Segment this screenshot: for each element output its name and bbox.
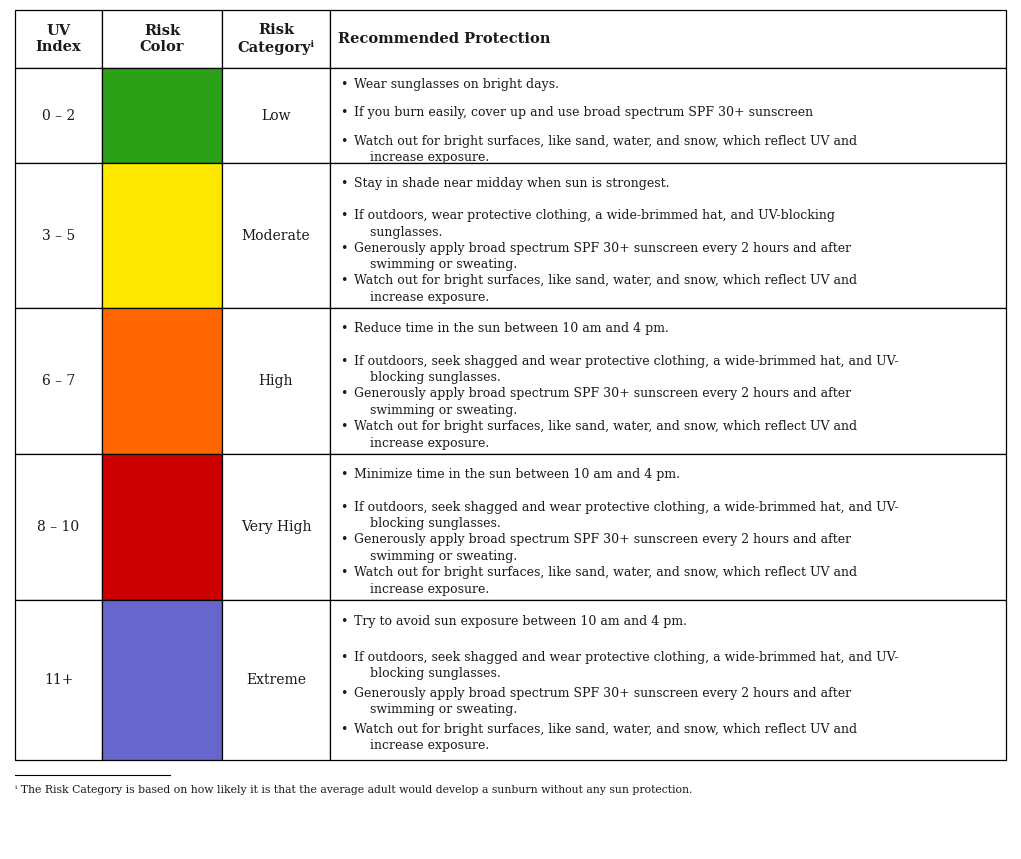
Text: •: • (340, 501, 347, 514)
Bar (222, 163, 330, 308)
Text: •: • (340, 355, 347, 368)
Text: If you burn easily, cover up and use broad spectrum SPF 30+ sunscreen: If you burn easily, cover up and use bro… (354, 107, 813, 119)
Text: 3 – 5: 3 – 5 (42, 228, 76, 242)
Text: 11+: 11+ (44, 673, 74, 687)
Text: If outdoors, wear protective clothing, a wide-brimmed hat, and UV-blocking
    s: If outdoors, wear protective clothing, a… (354, 210, 835, 239)
Bar (102, 10, 222, 68)
Bar (222, 308, 330, 454)
Text: •: • (340, 723, 347, 736)
Text: •: • (340, 78, 347, 91)
Text: •: • (340, 687, 347, 700)
Text: •: • (340, 467, 347, 481)
Text: Moderate: Moderate (242, 228, 310, 242)
Text: Generously apply broad spectrum SPF 30+ sunscreen every 2 hours and after
    sw: Generously apply broad spectrum SPF 30+ … (354, 242, 852, 271)
Text: Generously apply broad spectrum SPF 30+ sunscreen every 2 hours and after
    sw: Generously apply broad spectrum SPF 30+ … (354, 533, 852, 563)
Bar (222, 10, 330, 68)
Text: UV
Index: UV Index (36, 24, 82, 54)
Text: ⁱ The Risk Category is based on how likely it is that the average adult would de: ⁱ The Risk Category is based on how like… (15, 785, 692, 795)
Bar (15, 10, 102, 68)
Bar (222, 454, 330, 600)
Text: •: • (340, 321, 347, 335)
Bar (102, 163, 222, 308)
Bar (102, 454, 222, 600)
Bar (102, 308, 222, 454)
Bar (330, 10, 1006, 68)
Bar (222, 68, 330, 163)
Text: If outdoors, seek shagged and wear protective clothing, a wide-brimmed hat, and : If outdoors, seek shagged and wear prote… (354, 355, 898, 384)
Text: Extreme: Extreme (246, 673, 306, 687)
Text: •: • (340, 275, 347, 288)
Bar (15, 68, 102, 163)
Text: Stay in shade near midday when sun is strongest.: Stay in shade near midday when sun is st… (354, 177, 670, 190)
Bar (15, 163, 102, 308)
Text: •: • (340, 651, 347, 664)
Bar (15, 308, 102, 454)
Text: •: • (340, 177, 347, 190)
Text: Watch out for bright surfaces, like sand, water, and snow, which reflect UV and
: Watch out for bright surfaces, like sand… (354, 275, 857, 304)
Text: Risk
Categoryⁱ: Risk Categoryⁱ (238, 23, 314, 55)
Text: Risk
Color: Risk Color (140, 24, 184, 54)
Bar (330, 68, 1006, 163)
Text: Reduce time in the sun between 10 am and 4 pm.: Reduce time in the sun between 10 am and… (354, 321, 669, 335)
Bar (330, 163, 1006, 308)
Text: 0 – 2: 0 – 2 (42, 108, 76, 123)
Bar (15, 454, 102, 600)
Text: •: • (340, 107, 347, 119)
Bar (15, 600, 102, 760)
Text: If outdoors, seek shagged and wear protective clothing, a wide-brimmed hat, and : If outdoors, seek shagged and wear prote… (354, 501, 898, 530)
Text: Wear sunglasses on bright days.: Wear sunglasses on bright days. (354, 78, 560, 91)
Text: Generously apply broad spectrum SPF 30+ sunscreen every 2 hours and after
    sw: Generously apply broad spectrum SPF 30+ … (354, 687, 852, 716)
Text: •: • (340, 533, 347, 546)
Text: •: • (340, 566, 347, 579)
Text: •: • (340, 387, 347, 400)
Text: If outdoors, seek shagged and wear protective clothing, a wide-brimmed hat, and : If outdoors, seek shagged and wear prote… (354, 651, 898, 680)
Text: Minimize time in the sun between 10 am and 4 pm.: Minimize time in the sun between 10 am a… (354, 467, 680, 481)
Text: Watch out for bright surfaces, like sand, water, and snow, which reflect UV and
: Watch out for bright surfaces, like sand… (354, 420, 857, 450)
Bar (330, 308, 1006, 454)
Text: Watch out for bright surfaces, like sand, water, and snow, which reflect UV and
: Watch out for bright surfaces, like sand… (354, 566, 857, 596)
Text: •: • (340, 210, 347, 222)
Text: Try to avoid sun exposure between 10 am and 4 pm.: Try to avoid sun exposure between 10 am … (354, 615, 687, 628)
Bar (330, 454, 1006, 600)
Bar (222, 600, 330, 760)
Bar (102, 600, 222, 760)
Text: •: • (340, 242, 347, 255)
Bar (102, 68, 222, 163)
Text: Watch out for bright surfaces, like sand, water, and snow, which reflect UV and
: Watch out for bright surfaces, like sand… (354, 723, 857, 752)
Text: •: • (340, 420, 347, 433)
Text: 6 – 7: 6 – 7 (42, 374, 76, 388)
Text: Generously apply broad spectrum SPF 30+ sunscreen every 2 hours and after
    sw: Generously apply broad spectrum SPF 30+ … (354, 387, 852, 417)
Text: Very High: Very High (241, 520, 311, 534)
Bar (330, 600, 1006, 760)
Text: Watch out for bright surfaces, like sand, water, and snow, which reflect UV and
: Watch out for bright surfaces, like sand… (354, 135, 857, 164)
Text: High: High (258, 374, 293, 388)
Text: Recommended Protection: Recommended Protection (338, 32, 550, 46)
Text: Low: Low (261, 108, 291, 123)
Text: •: • (340, 135, 347, 148)
Text: •: • (340, 615, 347, 628)
Text: 8 – 10: 8 – 10 (38, 520, 80, 534)
